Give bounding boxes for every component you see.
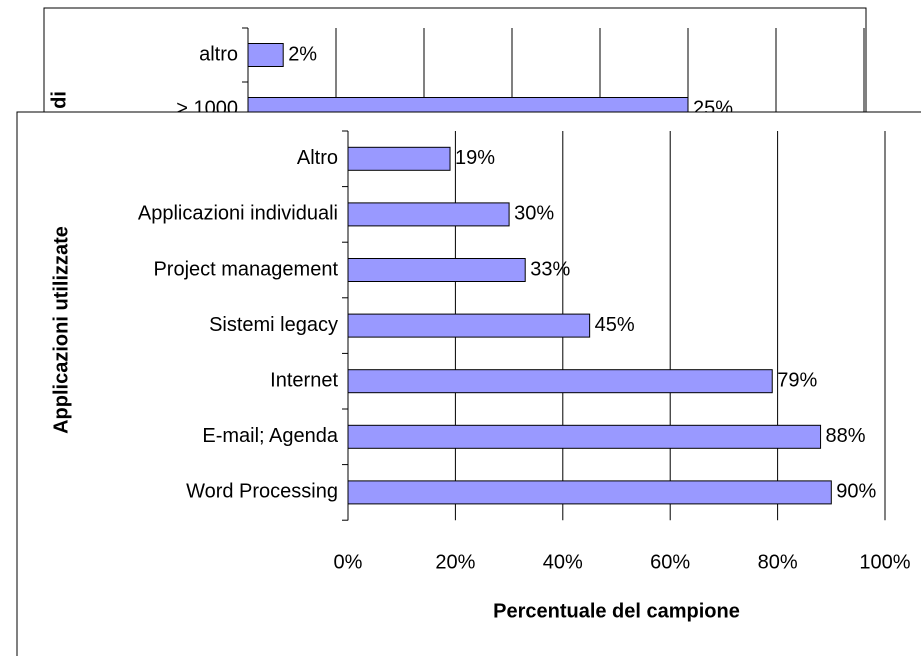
data-label: 90% — [836, 481, 876, 503]
y-axis-title: Applicazioni utilizzate — [50, 226, 72, 434]
x-tick-label: 80% — [758, 551, 798, 573]
bar — [247, 43, 284, 67]
data-label: 19% — [455, 147, 495, 169]
x-axis-title: Percentuale del campione — [493, 600, 740, 622]
y-tick-label: Internet — [270, 369, 338, 391]
y-tick-label: Altro — [297, 147, 338, 169]
bar — [347, 313, 591, 338]
x-tick-label: 40% — [543, 551, 583, 573]
data-label: 88% — [826, 425, 866, 447]
y-tick-label: Applicazioni individuali — [138, 203, 338, 225]
x-tick-label: 100% — [859, 551, 910, 573]
x-tick-label: 60% — [650, 551, 690, 573]
bar — [347, 369, 773, 394]
y-tick-label: Sistemi legacy — [209, 314, 338, 336]
data-label: 30% — [514, 203, 554, 225]
bar — [347, 424, 822, 449]
y-axis-title: di — [48, 91, 70, 109]
data-label: 79% — [777, 369, 817, 391]
x-tick-label: 20% — [435, 551, 475, 573]
y-tick-label: Word Processing — [186, 481, 338, 503]
data-label: 45% — [595, 314, 635, 336]
y-tick-label: E-mail; Agenda — [202, 425, 339, 447]
bar — [347, 202, 510, 227]
y-tick-label: altro — [199, 43, 238, 65]
data-label: 2% — [288, 43, 317, 65]
x-tick-label: 0% — [334, 551, 363, 573]
bar — [347, 146, 451, 171]
y-tick-label: Project management — [153, 258, 338, 280]
chart: 0% 20% 40% 60% 80% 100% Altro 19% Applicazioni i… — [16, 111, 921, 656]
bar — [347, 258, 526, 282]
bar — [347, 480, 832, 505]
data-label: 33% — [530, 258, 570, 280]
